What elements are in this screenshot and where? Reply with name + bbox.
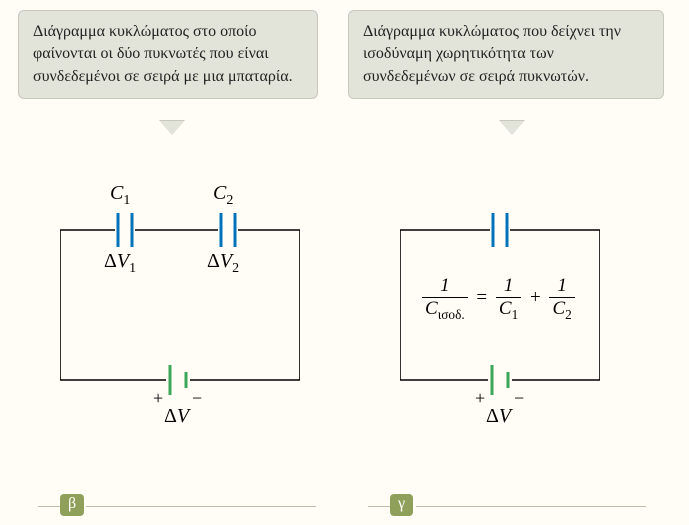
label-dv-bottom-left: ΔV [164,405,189,428]
badge-right: γ [390,494,413,516]
caption-left-pointer [160,121,184,135]
label-plus-left: + [153,388,163,409]
caption-right: Διάγραμμα κυκλώματος που δείχνει την ισο… [348,10,664,99]
label-plus-right: + [475,388,485,409]
left-circuit: C1 C2 ΔΔVV1 ΔV2 + − ΔV [60,200,300,430]
label-dv-bottom-right: ΔV [486,405,511,428]
label-c1: C1 [110,182,130,209]
right-circuit: 1 Cισοδ. = 1 C1 + 1 C2 + − ΔV [400,200,600,430]
caption-right-pointer [500,121,524,135]
left-circuit-svg [60,200,300,430]
badge-line-right-2 [416,506,646,507]
badge-left: β [60,494,84,516]
caption-left: Διάγραμμα κυκλώματος στο οποίο φαίνονται… [18,10,318,99]
label-dv1: ΔΔVV1 [104,250,136,277]
label-c2: C2 [213,182,233,209]
label-dv2: ΔV2 [207,250,239,277]
badge-line-left-2 [86,506,316,507]
caption-right-text: Διάγραμμα κυκλώματος που δείχνει την ισο… [363,23,621,85]
badge-line-right-1 [368,506,390,507]
caption-left-text: Διάγραμμα κυκλώματος στο οποίο φαίνονται… [33,23,293,85]
label-minus-right: − [514,388,524,409]
equation-equiv-capacitance: 1 Cισοδ. = 1 C1 + 1 C2 [422,275,575,323]
badge-line-left-1 [38,506,60,507]
label-minus-left: − [192,388,202,409]
